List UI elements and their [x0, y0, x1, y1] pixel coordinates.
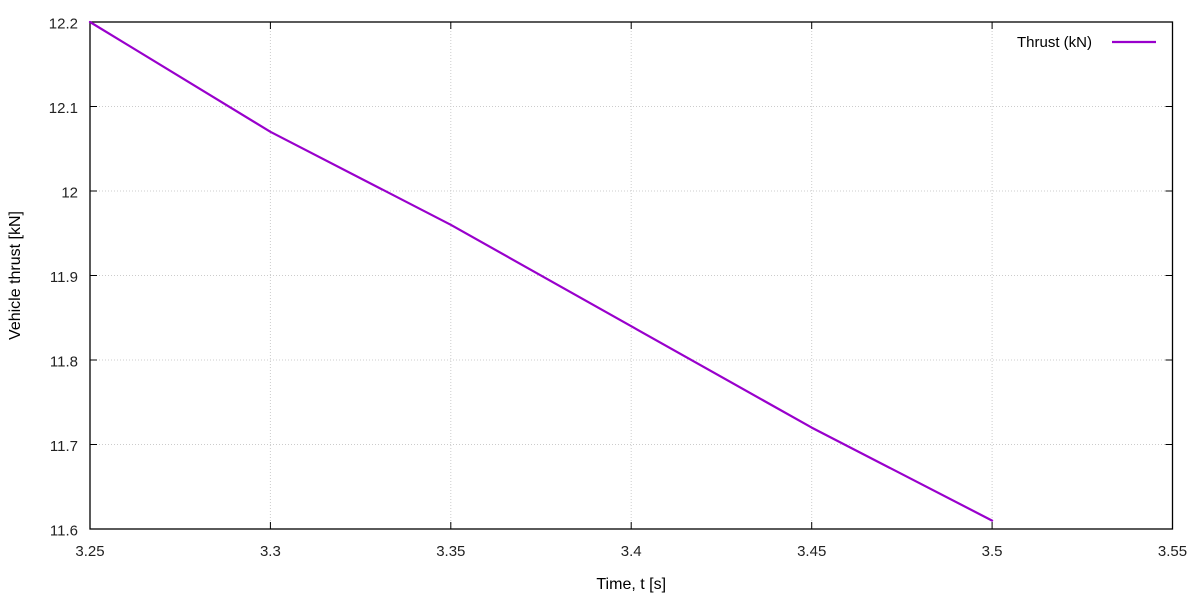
svg-text:3.3: 3.3: [260, 543, 281, 560]
svg-text:3.45: 3.45: [797, 543, 826, 560]
svg-text:Vehicle thrust [kN]: Vehicle thrust [kN]: [7, 211, 24, 340]
svg-text:3.35: 3.35: [436, 543, 465, 560]
svg-text:3.55: 3.55: [1158, 543, 1187, 560]
svg-text:Time, t [s]: Time, t [s]: [596, 576, 666, 593]
svg-text:11.7: 11.7: [50, 438, 78, 455]
svg-text:12: 12: [61, 185, 78, 202]
svg-text:3.5: 3.5: [982, 543, 1003, 560]
svg-text:3.4: 3.4: [621, 543, 642, 560]
svg-text:11.6: 11.6: [50, 523, 78, 540]
svg-text:11.8: 11.8: [50, 354, 78, 371]
svg-text:Thrust (kN): Thrust (kN): [1017, 34, 1092, 51]
svg-text:12.1: 12.1: [49, 100, 78, 117]
svg-text:11.9: 11.9: [50, 269, 78, 286]
svg-text:3.25: 3.25: [75, 543, 104, 560]
svg-text:12.2: 12.2: [49, 16, 78, 33]
